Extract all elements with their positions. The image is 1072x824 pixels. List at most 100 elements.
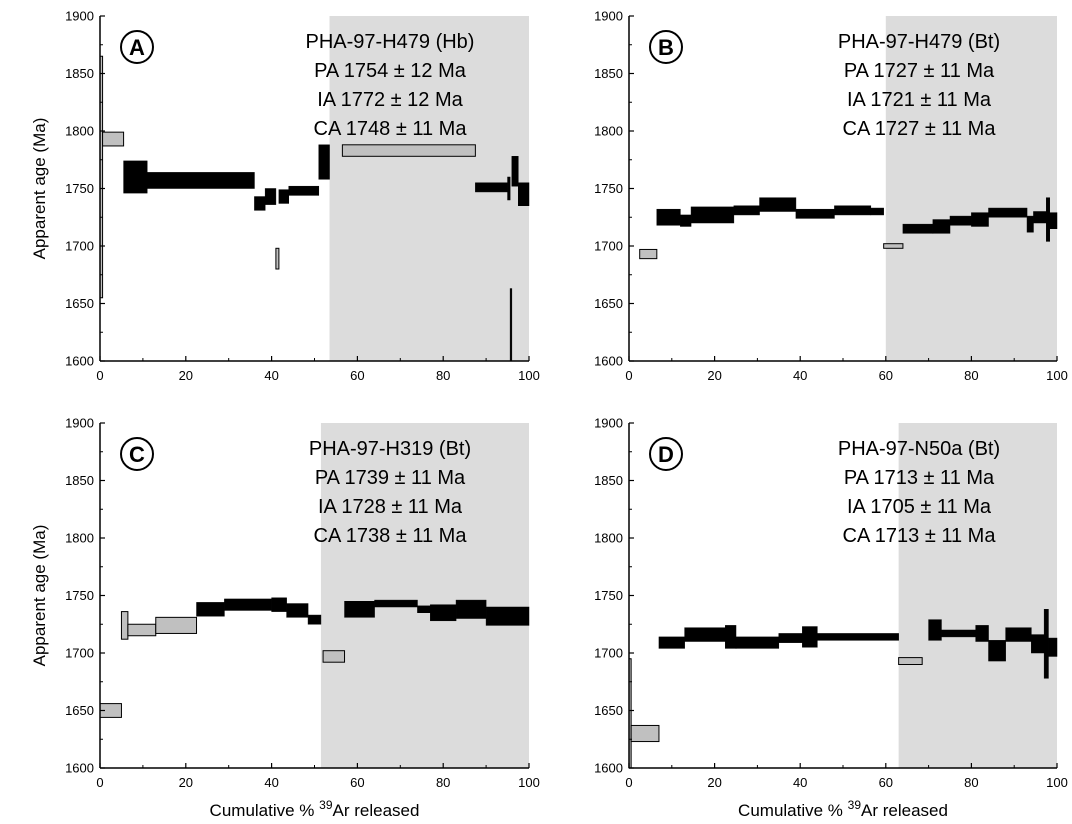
step-8 (278, 189, 290, 204)
x-tick-label: 60 (879, 368, 893, 383)
step-6 (224, 598, 272, 611)
step-13 (975, 625, 989, 642)
panel-a: 1600 1650 1700 1750 1800 1850 1900 0 20 40 60 80 100… (30, 9, 540, 384)
x-tick-label: 0 (96, 368, 103, 383)
step-4 (684, 627, 726, 642)
step-2 (120, 611, 129, 640)
panel-letter-circle (649, 30, 683, 64)
y-tick-label: 1800 (594, 531, 623, 546)
annotation-line-3: IA 1772 ± 12 Ma (317, 89, 463, 111)
x-tick-label: 0 (625, 368, 632, 383)
step-13 (949, 215, 972, 226)
y-tick-label: 1700 (594, 646, 623, 661)
step-16 (1031, 634, 1045, 654)
step-8 (286, 603, 309, 618)
x-tick-label: 20 (707, 775, 721, 790)
annotation-line-1: PHA-97-H479 (Hb) (306, 31, 475, 53)
y-tick-label: 1850 (65, 66, 94, 81)
x-tick-label: 80 (964, 368, 978, 383)
step-9 (870, 207, 884, 216)
step-10 (318, 144, 330, 180)
y-tick-label: 1900 (65, 9, 94, 24)
x-tick-label: 80 (964, 775, 978, 790)
step-10 (322, 650, 346, 663)
y-tick-label: 1750 (65, 181, 94, 196)
step-10 (898, 657, 923, 665)
step-17 (1043, 609, 1049, 679)
step-5 (254, 196, 266, 211)
step-6 (759, 197, 797, 212)
y-tick-label: 1900 (594, 416, 623, 431)
x-axis-title: Cumulative % 39Ar released (738, 798, 948, 820)
step-7 (795, 208, 835, 219)
annotation-line-2: PA 1713 ± 11 Ma (844, 467, 995, 489)
annotation-line-4: CA 1748 ± 11 Ma (314, 118, 468, 140)
x-tick-label: 20 (179, 775, 193, 790)
step-6 (264, 188, 277, 205)
annotation-line-4: CA 1713 ± 11 Ma (843, 525, 997, 547)
step-9 (288, 185, 320, 196)
x-tick-label: 100 (1046, 368, 1068, 383)
annotation-line-4: CA 1738 ± 11 Ma (314, 525, 468, 547)
y-tick-label: 1650 (594, 296, 623, 311)
step-15 (988, 207, 1028, 218)
step-10 (883, 243, 904, 249)
step-17 (1033, 211, 1047, 224)
x-tick-label: 100 (1046, 775, 1068, 790)
step-11 (928, 619, 942, 641)
x-tick-label: 40 (793, 775, 807, 790)
y-tick-label: 1700 (65, 239, 94, 254)
step-15 (455, 599, 487, 619)
shaded-region (898, 423, 1057, 768)
step-12 (941, 629, 976, 638)
y-tick-label: 1600 (65, 761, 94, 776)
shaded-region (885, 16, 1057, 361)
step-16 (485, 606, 530, 626)
step-9 (307, 614, 322, 625)
x-tick-label: 40 (793, 368, 807, 383)
step-11 (902, 223, 934, 234)
step-5 (733, 205, 760, 216)
step-14 (971, 212, 989, 227)
x-tick-label: 0 (625, 775, 632, 790)
annotation-line-2: PA 1727 ± 11 Ma (844, 60, 995, 82)
y-tick-label: 1600 (594, 761, 623, 776)
step-4 (155, 616, 198, 634)
x-axis-title: Cumulative % 39Ar released (210, 798, 420, 820)
y-tick-label: 1750 (594, 588, 623, 603)
step-15 (1005, 627, 1032, 642)
y-tick-label: 1850 (594, 66, 623, 81)
x-tick-label: 80 (436, 368, 450, 383)
y-axis-title: Apparent age (Ma) (30, 525, 49, 667)
y-tick-label: 1850 (65, 473, 94, 488)
x-tick-label: 20 (179, 368, 193, 383)
y-tick-label: 1750 (65, 588, 94, 603)
y-tick-label: 1600 (65, 354, 94, 369)
step-18 (1048, 637, 1058, 657)
step-6 (735, 636, 780, 649)
step-8 (802, 626, 818, 648)
step-8 (834, 205, 872, 216)
step-12 (475, 182, 508, 193)
step-14 (988, 640, 1006, 662)
y-tick-label: 1800 (65, 124, 94, 139)
annotation-line-1: PHA-97-H479 (Bt) (838, 31, 1000, 53)
step-12 (374, 599, 418, 608)
step-1 (639, 248, 658, 260)
x-tick-label: 100 (518, 775, 540, 790)
step-13 (507, 176, 511, 201)
x-tick-label: 60 (350, 368, 364, 383)
y-tick-label: 1800 (594, 124, 623, 139)
step-14 (509, 288, 513, 362)
step-11 (341, 144, 476, 157)
y-tick-label: 1650 (594, 703, 623, 718)
annotation-line-1: PHA-97-N50a (Bt) (838, 438, 1000, 460)
panel-d: 1600 1650 1700 1750 1800 1850 1900 0 20 40 60 80 100… (594, 416, 1068, 821)
panel-letter: A (129, 35, 145, 60)
step-3 (680, 214, 692, 227)
step-9 (817, 633, 899, 641)
step-5 (725, 625, 737, 649)
x-tick-label: 20 (707, 368, 721, 383)
step-5 (196, 602, 225, 617)
